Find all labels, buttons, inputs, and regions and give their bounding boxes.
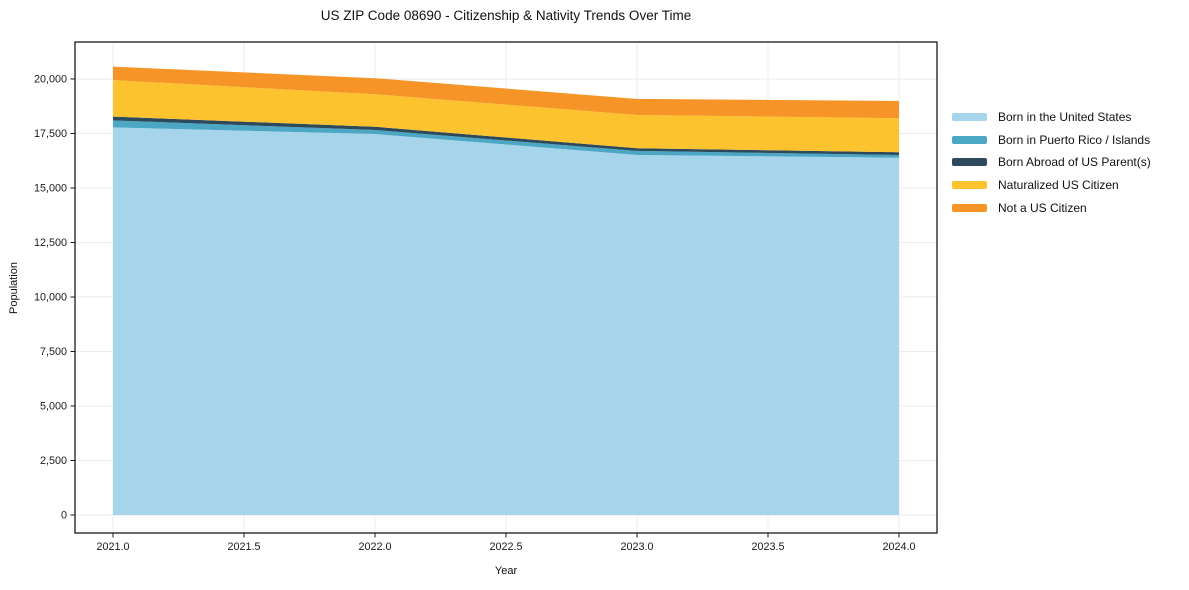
x-tick-label: 2023.5 xyxy=(751,541,784,553)
legend-label: Naturalized US Citizen xyxy=(998,178,1119,193)
y-tick-label: 15,000 xyxy=(34,183,67,195)
legend-label: Not a US Citizen xyxy=(998,200,1087,215)
legend-swatch-icon xyxy=(952,181,987,190)
legend: Born in the United States Born in Puerto … xyxy=(952,106,1151,219)
y-tick-label: 12,500 xyxy=(34,237,67,249)
y-tick-label: 5,000 xyxy=(40,401,67,413)
x-tick-label: 2022.0 xyxy=(358,541,391,553)
legend-label: Born in the United States xyxy=(998,110,1132,125)
area-born-abroad-of-us-parent-s xyxy=(113,116,899,155)
legend-item-not-a-us-citizen: Not a US Citizen xyxy=(952,196,1151,219)
legend-label: Born in Puerto Rico / Islands xyxy=(998,132,1151,147)
legend-swatch-icon xyxy=(952,158,987,167)
y-tick-label: 7,500 xyxy=(40,346,67,358)
y-tick-label: 17,500 xyxy=(34,128,67,140)
legend-item-born-in-the-united-states: Born in the United States xyxy=(952,106,1151,129)
area-naturalized-us-citizen xyxy=(113,80,899,153)
legend-swatch-icon xyxy=(952,203,987,212)
y-tick-label: 2,500 xyxy=(40,455,67,467)
legend-swatch-icon xyxy=(952,113,987,122)
x-axis-label: Year xyxy=(494,565,518,577)
area-born-in-the-united-states xyxy=(113,127,899,516)
legend-label: Born Abroad of US Parent(s) xyxy=(998,155,1151,170)
chart-title: US ZIP Code 08690 - Citizenship & Nativi… xyxy=(320,8,692,23)
x-tick-label: 2023.0 xyxy=(620,541,653,553)
legend-item-born-abroad-of-us-parent-s: Born Abroad of US Parent(s) xyxy=(952,151,1151,174)
area-not-a-us-citizen xyxy=(113,66,899,119)
y-tick-label: 0 xyxy=(61,510,67,522)
y-tick-label: 20,000 xyxy=(34,74,67,86)
legend-item-naturalized-us-citizen: Naturalized US Citizen xyxy=(952,174,1151,197)
x-tick-label: 2022.5 xyxy=(489,541,522,553)
x-tick-label: 2024.0 xyxy=(882,541,915,553)
area-born-in-puerto-rico-islands xyxy=(113,120,899,158)
y-tick-label: 10,000 xyxy=(34,292,67,304)
legend-item-born-in-puerto-rico-islands: Born in Puerto Rico / Islands xyxy=(952,129,1151,152)
legend-swatch-icon xyxy=(952,135,987,144)
x-tick-label: 2021.5 xyxy=(227,541,260,553)
x-tick-label: 2021.0 xyxy=(96,541,129,553)
